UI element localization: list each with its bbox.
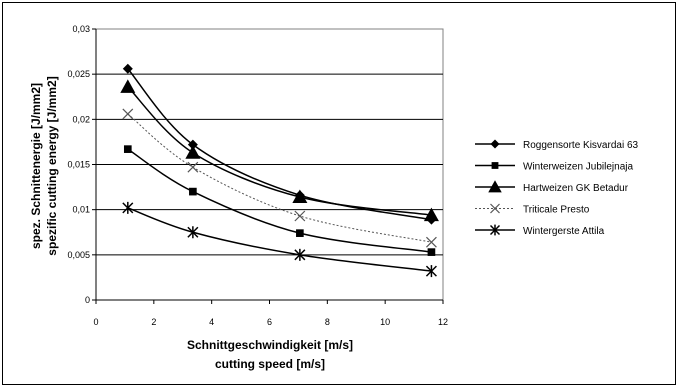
x-marker-stroke <box>294 210 306 222</box>
x-tick-label: 10 <box>380 317 390 327</box>
series-line-1 <box>127 68 432 221</box>
y-tick-label: 0,005 <box>67 250 90 260</box>
data-point-square <box>296 229 304 237</box>
legend-label: Roggensorte Kisvardai 63 <box>523 140 639 151</box>
data-point-x <box>490 203 500 214</box>
y-axis-title-line-2: spezific cutting energy [J/mm2] <box>45 76 59 255</box>
plot-area: 0 0,005 0,01 0,015 0,02 0,025 0,03 0 2 4 6 8 10 12 <box>67 24 448 327</box>
x-tick-label: 4 <box>209 317 214 327</box>
data-point-diamond <box>187 139 198 150</box>
data-point-x <box>187 161 199 173</box>
data-point-square <box>123 145 132 153</box>
series-line-5 <box>127 207 432 272</box>
y-axis-title-line-1: spez. Schnittenergie [J/mm2] <box>29 83 43 249</box>
x-tick-label: 8 <box>325 317 330 327</box>
x-marker-stroke <box>490 203 500 214</box>
data-point-star <box>122 201 134 214</box>
data-point-star <box>294 248 306 261</box>
x-tick-label: 12 <box>438 317 448 327</box>
data-point-triangle <box>488 180 502 193</box>
x-tick-label: 6 <box>267 317 272 327</box>
series-line-2 <box>127 148 432 253</box>
data-point-square <box>491 162 499 169</box>
data-point-x <box>426 236 437 248</box>
legend-label: Hartweizen GK Betadur <box>523 183 629 194</box>
x-axis-title-line-1: Schnittgeschwindigkeit [m/s] <box>187 338 353 352</box>
x-marker-stroke <box>426 236 437 248</box>
data-point-x <box>294 210 306 222</box>
series-line-3 <box>127 86 432 216</box>
data-point-x <box>122 108 134 120</box>
data-point-star <box>425 265 437 278</box>
data-point-triangle <box>423 207 439 222</box>
y-tick-label: 0,01 <box>72 205 90 215</box>
x-marker-stroke <box>122 108 134 120</box>
data-point-triangle <box>292 189 308 204</box>
x-tick-label: 0 <box>93 317 98 327</box>
data-point-square <box>189 187 197 196</box>
y-tick-label: 0 <box>85 295 90 305</box>
data-point-square <box>427 248 436 256</box>
y-tick-label: 0,02 <box>72 114 90 124</box>
y-tick-label: 0,025 <box>67 69 90 79</box>
x-axis-title-line-2: cutting speed [m/s] <box>215 357 325 371</box>
data-point-star <box>489 224 501 236</box>
legend-label: Triticale Presto <box>523 205 590 216</box>
data-point-diamond <box>122 63 133 74</box>
data-point-triangle <box>120 79 136 93</box>
data-point-triangle <box>185 145 201 159</box>
x-tick-label: 2 <box>151 317 156 327</box>
legend-label: Wintergerste Attila <box>523 226 605 237</box>
y-tick-label: 0,015 <box>67 160 90 170</box>
y-tick-label: 0,03 <box>72 24 90 34</box>
x-marker-stroke <box>187 161 199 173</box>
data-point-star <box>187 226 199 239</box>
legend-label: Winterweizen Jubilejnaja <box>523 162 633 173</box>
legend: Roggensorte Kisvardai 63 Winterweizen Jub… <box>475 139 639 237</box>
data-point-diamond <box>490 139 500 149</box>
